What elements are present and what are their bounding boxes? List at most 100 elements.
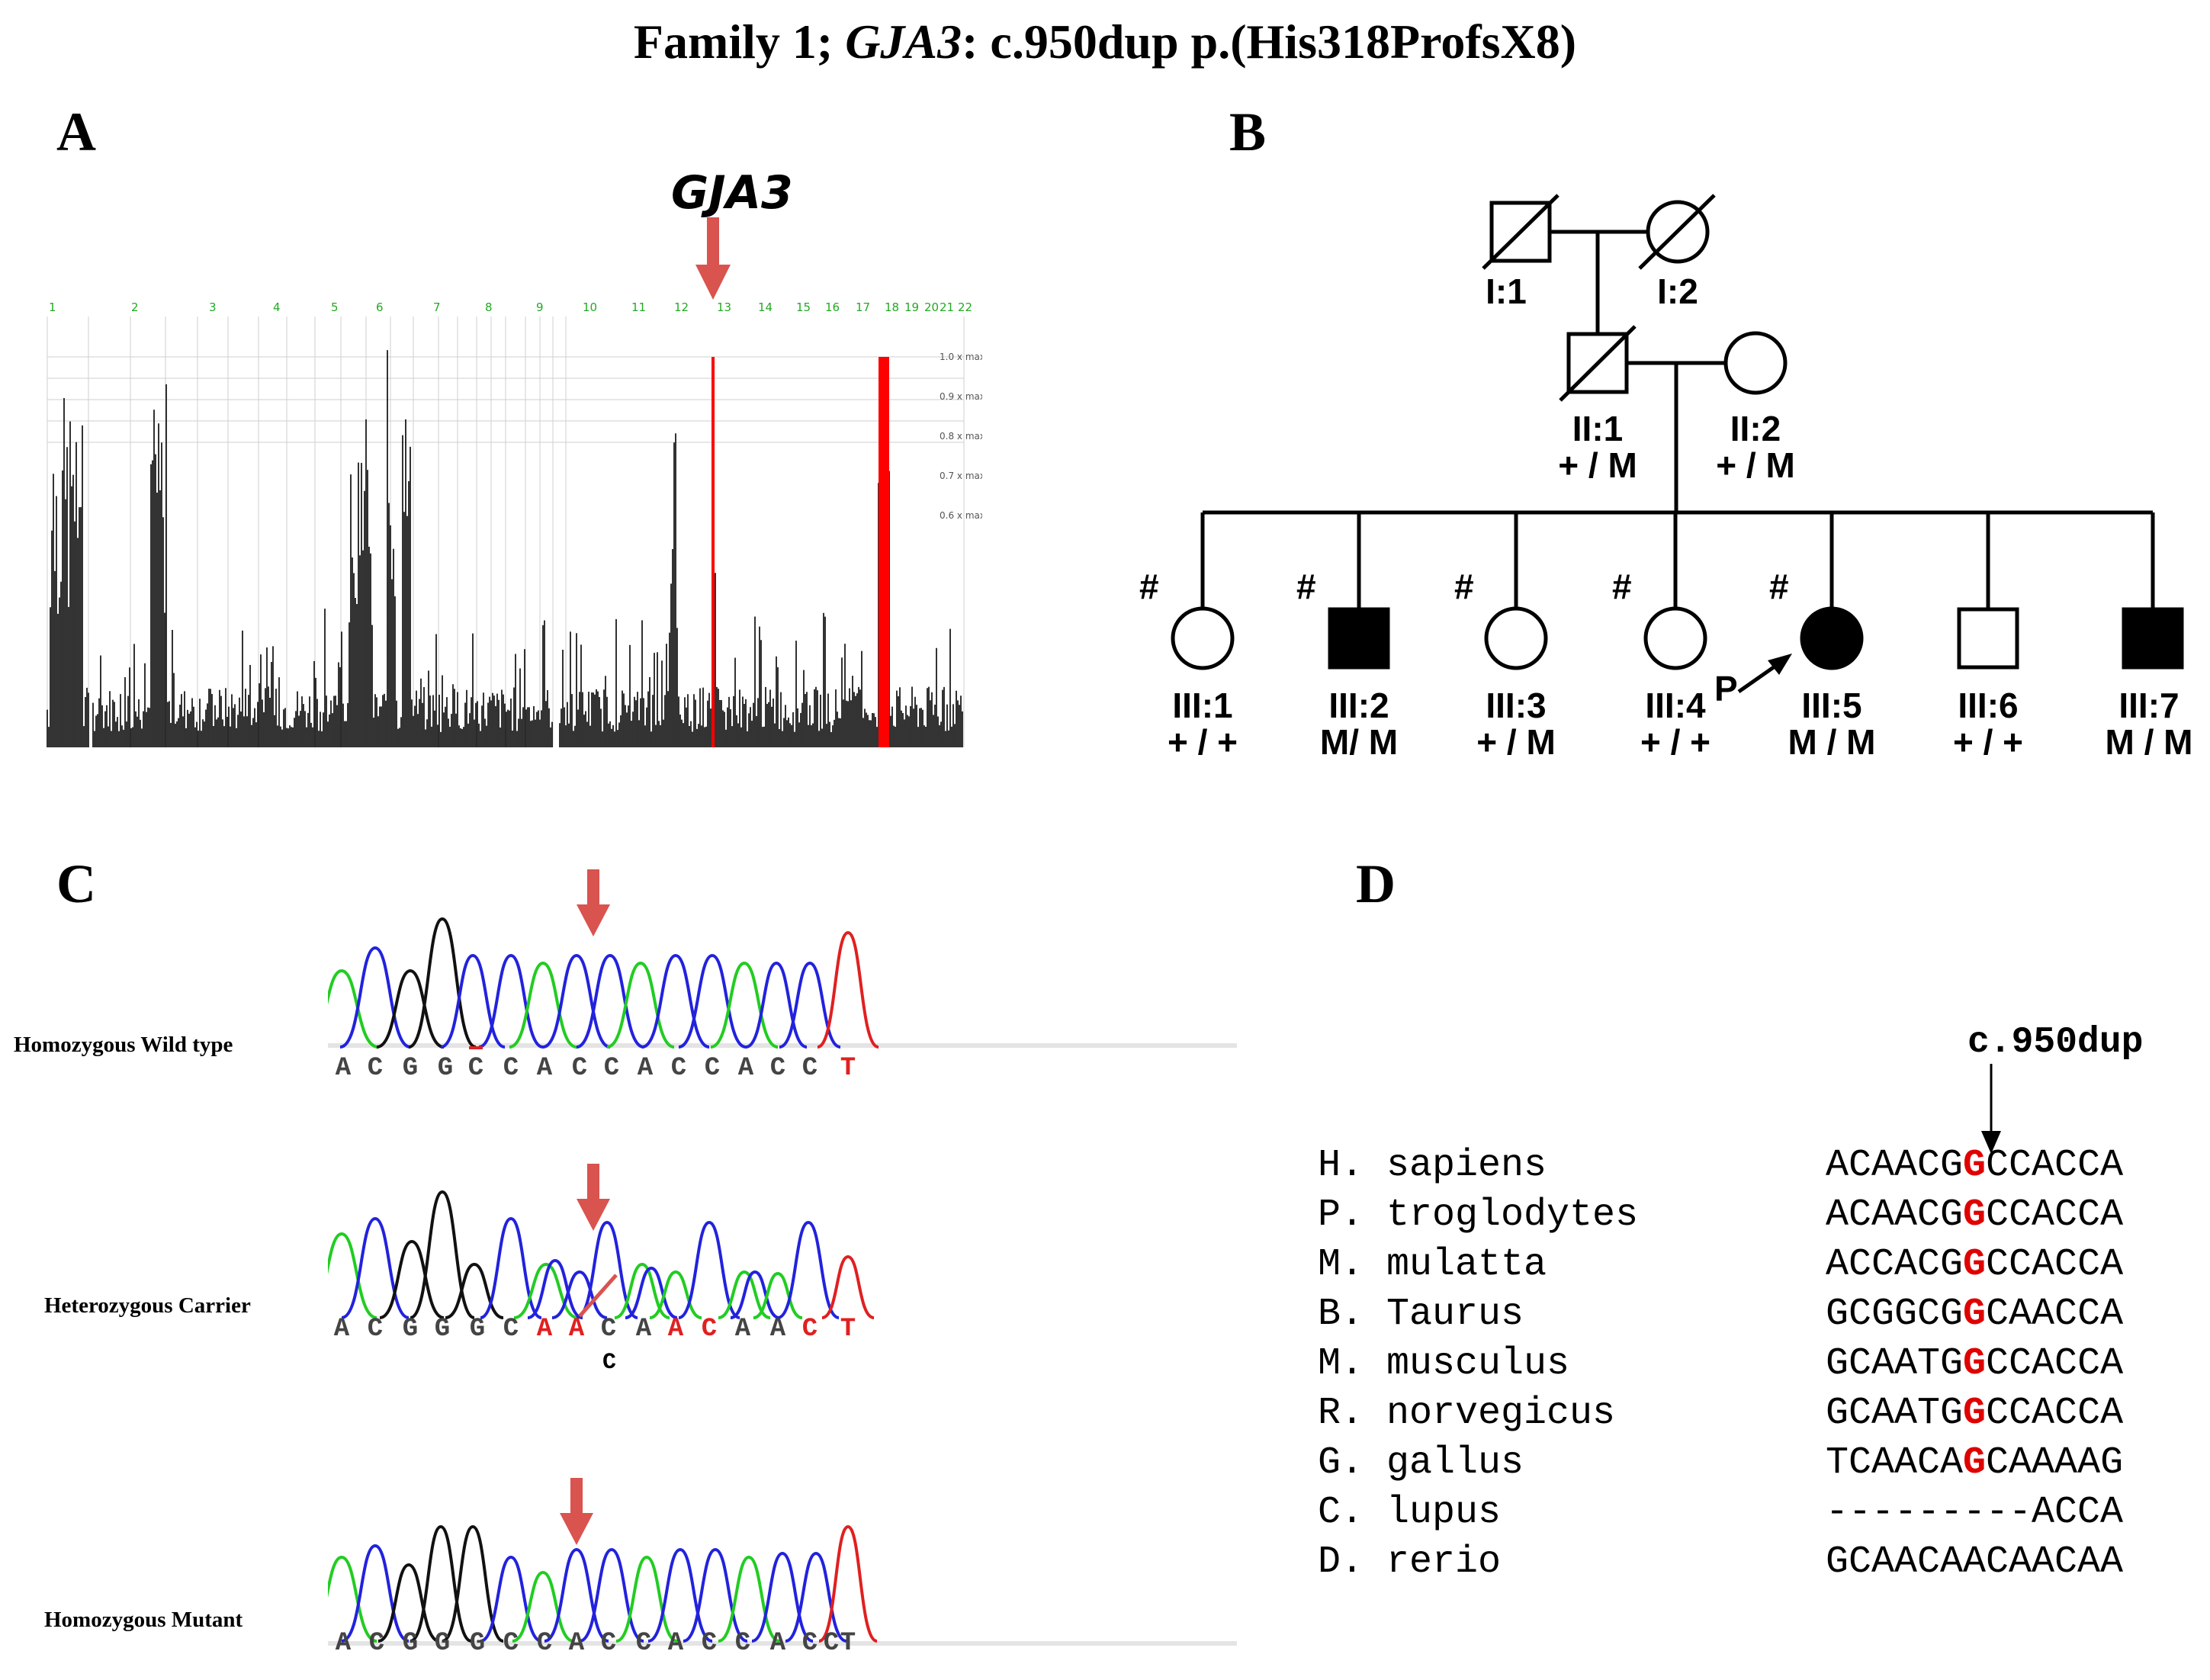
base-call: C xyxy=(368,1629,385,1658)
base-call: A xyxy=(568,1315,585,1344)
dup-pointer-arrow xyxy=(1981,1064,2001,1154)
chromosome-label-7: 7 xyxy=(433,300,441,314)
undefined-peak-C xyxy=(678,1220,740,1319)
undefined-peak-G xyxy=(377,1563,440,1643)
pedigree-hash-III1: # xyxy=(1139,567,1159,606)
base-call: A xyxy=(737,1054,754,1083)
species-sequence-3: ACCACGGCCACCA xyxy=(1826,1243,2124,1287)
undefined-peak-C xyxy=(647,1547,713,1643)
undefined-peak-C xyxy=(341,1543,410,1643)
threshold-label: 1.0 x max xyxy=(940,352,982,362)
undefined-peak-C xyxy=(751,1551,814,1643)
base-call: G xyxy=(437,1054,454,1083)
undefined-peak-A xyxy=(753,1271,803,1319)
base-call: G xyxy=(402,1315,419,1344)
species-sequence-4: GCGGCGGCAACCA xyxy=(1826,1293,2124,1336)
undefined-peak-C xyxy=(579,1547,644,1643)
pedigree-III6-symbol xyxy=(1957,607,2019,670)
base-call: C xyxy=(635,1629,652,1658)
dup-mutation-label: c.950dup xyxy=(1967,1022,2144,1063)
species-name-4: B. Taurus xyxy=(1318,1293,1524,1336)
undefined-peak-C xyxy=(339,946,411,1049)
pedigree-label-I1: I:1 xyxy=(1486,271,1527,311)
threshold-label: 0.6 x max xyxy=(940,510,982,521)
gja3-gene-label: GJA3 xyxy=(671,166,793,220)
base-call: A xyxy=(769,1629,786,1658)
undefined-peak-C xyxy=(785,1551,847,1643)
undefined-peak-C xyxy=(527,1258,583,1319)
threshold-label: 0.9 x max xyxy=(940,391,982,402)
base-call: A xyxy=(568,1629,585,1658)
chromosome-label-1: 1 xyxy=(49,300,56,314)
base-call: C xyxy=(801,1315,818,1344)
chromosome-label-11: 11 xyxy=(631,300,646,314)
proband-label: P xyxy=(1714,669,1738,708)
pedigree-label-III2: III:2 xyxy=(1328,686,1389,725)
base-call: T xyxy=(840,1629,856,1658)
species-sequence-2: ACAACGGCCACCA xyxy=(1826,1193,2124,1237)
undefined-peak-A xyxy=(649,1270,702,1319)
species-name-5: M. musculus xyxy=(1318,1342,1570,1386)
chromosome-label-20: 20 xyxy=(924,300,939,314)
pedigree-diagram xyxy=(1171,194,2184,694)
base-call: A xyxy=(734,1315,751,1344)
trace-label-wild-type: Homozygous Wild type xyxy=(14,1033,233,1057)
pedigree-III2-symbol xyxy=(1328,607,1390,670)
undefined-peak-T xyxy=(818,1524,878,1643)
panel-label-d: D xyxy=(1356,853,1396,914)
base-call: C xyxy=(603,1054,620,1083)
base-call: C xyxy=(571,1054,588,1083)
chromosome-label-16: 16 xyxy=(825,300,840,314)
threshold-label: 0.7 x max xyxy=(940,471,982,481)
base-call: A xyxy=(635,1315,652,1344)
undefined-peak-C xyxy=(551,1270,608,1319)
chr18-candidate-region xyxy=(879,357,889,747)
pedigree-III4-symbol xyxy=(1643,606,1707,670)
undefined-peak-C xyxy=(576,953,644,1049)
base-call: G xyxy=(434,1315,451,1344)
undefined-peak-C xyxy=(576,1220,638,1319)
chromosome-label-12: 12 xyxy=(674,300,689,314)
undefined-peak-G xyxy=(445,1262,504,1319)
undefined-peak-A xyxy=(615,1555,678,1643)
pedigree-hash-III4: # xyxy=(1612,567,1632,606)
species-name-7: G. gallus xyxy=(1318,1441,1524,1485)
pedigree-genotype-III1: + / + xyxy=(1167,722,1238,762)
threshold-label: 0.8 x max xyxy=(940,431,982,442)
base-call: A xyxy=(335,1054,352,1083)
species-sequence-6: GCAATGGCCACCA xyxy=(1826,1392,2124,1435)
species-name-3: M. mulatta xyxy=(1318,1243,1547,1287)
undefined-peak-A xyxy=(509,961,577,1049)
chromosome-label-21: 21 xyxy=(940,300,954,314)
panel-label-a: A xyxy=(56,101,96,162)
pedigree-genotype-III6: + / + xyxy=(1952,722,2024,762)
base-call: C xyxy=(701,1315,718,1344)
undefined-peak-C xyxy=(678,953,747,1049)
pedigree-hash-III3: # xyxy=(1454,567,1474,606)
threshold-labels: 1.0 x max 0.9 x max 0.8 x max 0.7 x max 0.6 … xyxy=(940,352,982,521)
carrier-trace xyxy=(328,1190,875,1319)
base-call: A xyxy=(536,1315,553,1344)
pedigree-genotype-III2: M/ M xyxy=(1319,722,1399,762)
base-call: C xyxy=(670,1054,687,1083)
undefined-peak-C xyxy=(480,1555,542,1643)
mutant-trace xyxy=(328,1524,878,1643)
base-call: C xyxy=(801,1629,818,1658)
base-call: C xyxy=(503,1629,519,1658)
base-call: C xyxy=(734,1629,751,1658)
species-name-2: P. troglodytes xyxy=(1318,1193,1639,1237)
base-call: C xyxy=(769,1054,786,1083)
chromosome-label-22: 22 xyxy=(958,300,972,314)
base-call: A xyxy=(536,1054,553,1083)
species-sequence-7: TCAACAGCAAAAG xyxy=(1826,1441,2124,1485)
base-call: A xyxy=(667,1629,684,1658)
undefined-peak-C xyxy=(542,953,611,1049)
undefined-peak-C xyxy=(745,961,808,1049)
base-call: G xyxy=(469,1315,486,1344)
undefined-peak-A xyxy=(718,1270,771,1319)
pedigree-label-III5: III:5 xyxy=(1801,686,1862,725)
undefined-peak-A xyxy=(718,1555,780,1643)
undefined-peak-T xyxy=(821,1254,875,1319)
